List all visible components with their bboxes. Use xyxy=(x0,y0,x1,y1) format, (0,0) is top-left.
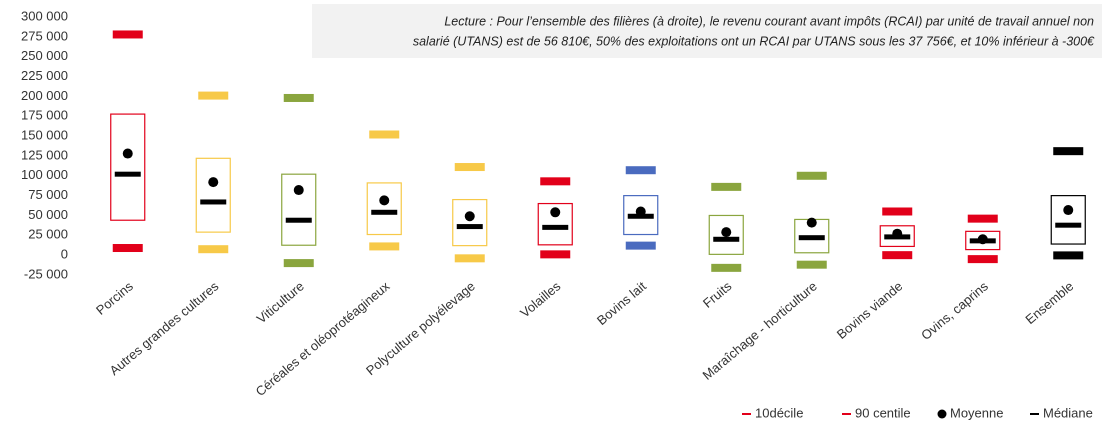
box xyxy=(623,195,659,236)
median-mark xyxy=(200,199,227,205)
y-tick-label: 275 000 xyxy=(21,28,68,43)
decile-mark xyxy=(796,171,827,180)
box xyxy=(965,230,1001,251)
x-tick-label: Bovins lait xyxy=(594,278,649,328)
decile-mark xyxy=(283,93,314,102)
decile-mark xyxy=(540,177,571,186)
mean-dot xyxy=(293,185,304,196)
y-tick-label: -25 000 xyxy=(24,266,68,281)
decile-mark xyxy=(454,254,485,263)
y-tick-label: 75 000 xyxy=(28,187,68,202)
median-mark xyxy=(884,234,911,240)
x-tick-label: Bovins viande xyxy=(834,278,906,342)
decile-mark xyxy=(540,250,571,259)
median-mark xyxy=(798,235,825,241)
box xyxy=(110,113,146,221)
decile-mark xyxy=(112,244,143,253)
decile-mark xyxy=(369,130,400,139)
box xyxy=(195,157,231,233)
annotation-box xyxy=(312,4,1102,58)
decile-mark xyxy=(454,163,485,172)
decile-mark xyxy=(283,259,314,268)
legend-label: 10décile xyxy=(755,405,803,420)
decile-mark xyxy=(625,166,656,175)
median-mark xyxy=(969,238,996,244)
mean-dot xyxy=(464,211,475,222)
y-tick-label: 225 000 xyxy=(21,68,68,83)
mean-dot xyxy=(806,217,817,228)
median-mark xyxy=(1055,222,1082,228)
box xyxy=(537,202,573,246)
decile-mark xyxy=(1053,251,1084,260)
y-tick-label: 100 000 xyxy=(21,167,68,182)
mean-dot xyxy=(379,195,390,206)
box xyxy=(1050,195,1086,245)
x-tick-label: Viticulture xyxy=(254,278,307,326)
y-tick-label: 25 000 xyxy=(28,227,68,242)
decile-mark xyxy=(967,255,998,264)
decile-mark xyxy=(796,260,827,269)
decile-mark xyxy=(112,30,143,39)
mean-dot xyxy=(1063,205,1074,216)
x-tick-label: Ovins, caprins xyxy=(918,278,991,343)
legend-label: 90 centile xyxy=(855,405,911,420)
y-tick-label: 0 xyxy=(61,247,68,262)
legend-label: Médiane xyxy=(1043,405,1093,420)
decile-mark xyxy=(625,241,656,250)
decile-mark xyxy=(967,214,998,223)
x-tick-label: Ensemble xyxy=(1022,278,1076,327)
mean-dot xyxy=(550,207,561,218)
decile-mark xyxy=(882,207,913,216)
decile-mark xyxy=(198,91,229,100)
decile-mark xyxy=(1053,147,1084,156)
box xyxy=(281,173,317,246)
y-tick-label: 300 000 xyxy=(21,8,68,23)
y-tick-label: 125 000 xyxy=(21,147,68,162)
mean-dot xyxy=(122,148,133,159)
x-tick-label: Céréales et oléoprotéagineux xyxy=(253,278,393,399)
box xyxy=(879,225,915,248)
median-mark xyxy=(713,236,740,242)
legend-symbol xyxy=(937,409,947,419)
y-tick-label: 50 000 xyxy=(28,207,68,222)
y-tick-label: 250 000 xyxy=(21,48,68,63)
median-mark xyxy=(114,171,141,177)
legend-label: Moyenne xyxy=(950,405,1003,420)
y-tick-label: 200 000 xyxy=(21,88,68,103)
x-tick-label: Fruits xyxy=(700,278,735,311)
mean-dot xyxy=(208,177,219,188)
y-tick-label: 150 000 xyxy=(21,128,68,143)
x-tick-label: Porcins xyxy=(93,278,136,318)
mean-dot xyxy=(721,227,732,238)
annotation: Lecture : Pour l’ensemble des filières (… xyxy=(444,14,1094,28)
decile-mark xyxy=(711,263,742,272)
median-mark xyxy=(542,224,569,230)
box xyxy=(452,198,488,247)
x-tick-label: Volailles xyxy=(517,278,564,320)
decile-mark xyxy=(882,251,913,260)
annotation: salarié (UTANS) est de 56 810€, 50% des … xyxy=(413,34,1095,48)
box xyxy=(366,182,402,236)
decile-mark xyxy=(711,182,742,191)
median-mark xyxy=(456,224,483,230)
decile-mark xyxy=(369,242,400,251)
median-mark xyxy=(627,213,654,219)
decile-mark xyxy=(198,245,229,254)
y-tick-label: 175 000 xyxy=(21,108,68,123)
box xyxy=(708,214,744,255)
median-mark xyxy=(285,217,312,223)
median-mark xyxy=(371,209,398,215)
